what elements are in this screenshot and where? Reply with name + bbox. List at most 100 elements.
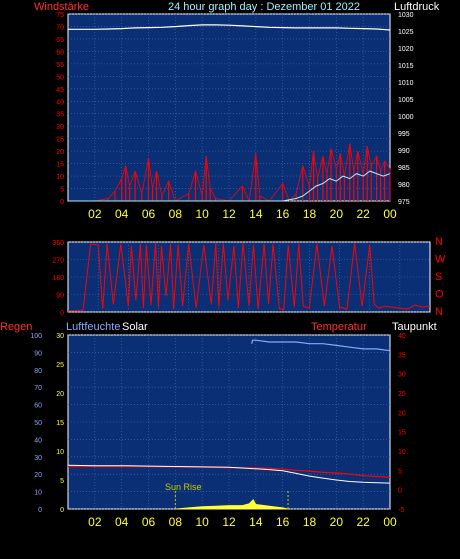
y-tick-label-pressure: 975 (398, 199, 410, 206)
y-tick-label-solar: 25 (56, 362, 64, 369)
y-tick-label-humidity: 10 (34, 490, 42, 497)
x-tick-label-hour: 12 (222, 207, 236, 221)
y-tick-label-compass: W (435, 254, 446, 266)
x-tick-label-hour: 00 (383, 207, 397, 221)
y-tick-label-wind: 5 (60, 187, 64, 194)
y-tick-label-pressure: 1005 (398, 97, 414, 104)
y-tick-label-wind: 40 (56, 99, 64, 106)
y-tick-label-solar: 5 (60, 478, 64, 485)
x-tick-label-hour: 14 (249, 515, 263, 529)
x-tick-label-hour: 10 (195, 515, 209, 529)
x-tick-label-hour: 22 (356, 515, 370, 529)
y-tick-label-direction: 270 (52, 258, 64, 265)
y-tick-label-pressure: 980 (398, 182, 410, 189)
y-tick-label-wind: 15 (56, 162, 64, 169)
y-tick-label-wind: 55 (56, 62, 64, 69)
wind-direction-series (67, 242, 431, 312)
y-tick-label-direction: 180 (52, 275, 64, 282)
y-tick-label-wind: 35 (56, 112, 64, 119)
y-tick-label-wind: 60 (56, 49, 64, 56)
y-tick-label-pressure: 990 (398, 148, 410, 155)
y-tick-label-wind: 30 (56, 124, 64, 131)
x-tick-label-hour: 04 (115, 515, 129, 529)
y-tick-label-humidity: 100 (30, 333, 42, 340)
y-tick-label-solar: 15 (56, 420, 64, 427)
pressure-series (68, 24, 391, 31)
x-tick-label-hour: 00 (383, 515, 397, 529)
solar-series (175, 499, 289, 510)
y-tick-label-compass: N (435, 236, 443, 248)
y-tick-label-humidity: 30 (34, 455, 42, 462)
solar-axis-title: Solar (122, 321, 148, 333)
x-tick-label-hour: 16 (276, 515, 290, 529)
humidity-series (251, 339, 391, 352)
y-tick-label-humidity: 20 (34, 472, 42, 479)
luftdruck-axis-title: Luftdruck (394, 1, 440, 13)
y-tick-label-pressure: 1030 (398, 12, 414, 19)
regen-axis-title: Regen (0, 321, 32, 333)
dewpoint-series (67, 464, 391, 484)
y-tick-label-humidity: 0 (38, 507, 42, 514)
y-tick-label-wind: 25 (56, 137, 64, 144)
y-tick-label-wind: 75 (56, 12, 64, 19)
x-tick-label-hour: 02 (88, 515, 102, 529)
y-tick-label-wind: 70 (56, 24, 64, 31)
graph-title: 24 hour graph day : Dezember 01 2022 (168, 1, 360, 13)
y-tick-label-temperature: 0 (398, 488, 402, 495)
x-tick-label-hour: 20 (330, 207, 344, 221)
luftfeuchte-axis-title: Luftfeuchte (66, 321, 120, 333)
x-tick-label-hour: 06 (142, 207, 156, 221)
y-tick-label-temperature: 35 (398, 352, 406, 359)
y-tick-label-direction: 90 (56, 293, 64, 300)
y-tick-label-temperature: 20 (398, 410, 406, 417)
y-tick-label-wind: 50 (56, 74, 64, 81)
y-tick-label-temperature: 10 (398, 449, 406, 456)
y-tick-label-solar: 10 (56, 449, 64, 456)
y-tick-label-temperature: -5 (398, 507, 404, 514)
x-tick-label-hour: 20 (330, 515, 344, 529)
y-tick-label-temperature: 40 (398, 333, 406, 340)
y-tick-label-pressure: 1015 (398, 63, 414, 70)
x-tick-label-hour: 14 (249, 207, 263, 221)
x-tick-label-hour: 06 (142, 515, 156, 529)
y-tick-label-direction: 0 (60, 310, 64, 317)
y-tick-label-humidity: 40 (34, 437, 42, 444)
y-tick-label-wind: 65 (56, 37, 64, 44)
y-tick-label-pressure: 1010 (398, 80, 414, 87)
windstaerke-axis-title: Windstärke (34, 1, 89, 13)
x-tick-label-hour: 16 (276, 207, 290, 221)
y-tick-label-temperature: 15 (398, 430, 406, 437)
y-tick-label-solar: 0 (60, 507, 64, 514)
x-tick-label-hour: 18 (303, 207, 317, 221)
y-tick-label-wind: 45 (56, 87, 64, 94)
temperatur-axis-title: Temperatur (311, 321, 367, 333)
y-tick-label-pressure: 1020 (398, 46, 414, 53)
x-tick-label-hour: 10 (195, 207, 209, 221)
x-tick-label-hour: 22 (356, 207, 370, 221)
sun-rise-label: Sun Rise (165, 482, 202, 492)
x-tick-label-hour: 02 (88, 207, 102, 221)
y-tick-label-humidity: 90 (34, 350, 42, 357)
y-tick-label-humidity: 60 (34, 403, 42, 410)
y-tick-label-humidity: 70 (34, 385, 42, 392)
x-tick-label-hour: 04 (115, 207, 129, 221)
y-tick-label-pressure: 1000 (398, 114, 414, 121)
y-tick-label-humidity: 80 (34, 368, 42, 375)
y-tick-label-solar: 30 (56, 333, 64, 340)
y-tick-label-compass: S (435, 271, 442, 283)
x-tick-label-hour: 12 (222, 515, 236, 529)
x-tick-label-hour: 18 (303, 515, 317, 529)
x-tick-label-hour: 08 (169, 207, 183, 221)
y-tick-label-wind: 10 (56, 174, 64, 181)
y-tick-label-compass: O (435, 289, 444, 301)
wind-gust-series-outline (68, 143, 391, 203)
y-tick-label-wind: 0 (60, 199, 64, 206)
y-tick-label-pressure: 985 (398, 165, 410, 172)
y-tick-label-temperature: 30 (398, 372, 406, 379)
y-tick-label-temperature: 5 (398, 468, 402, 475)
y-tick-label-temperature: 25 (398, 391, 406, 398)
y-tick-label-pressure: 1025 (398, 29, 414, 36)
y-tick-label-direction: 360 (52, 240, 64, 247)
